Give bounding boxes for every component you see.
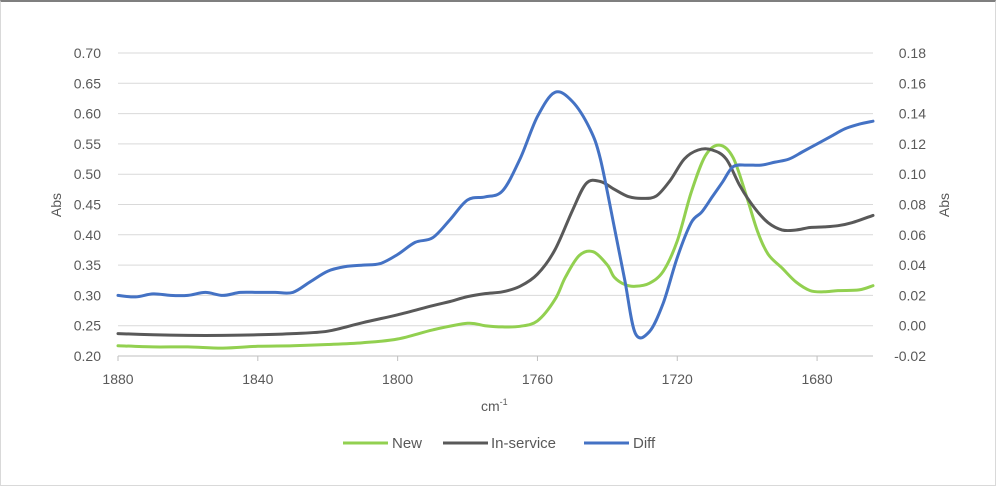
y-left-tick-label: 0.60	[74, 106, 101, 122]
y-left-tick-label: 0.55	[74, 136, 101, 152]
y-left-tick-label: 0.50	[74, 166, 101, 182]
y-left-tick-label: 0.25	[74, 318, 101, 334]
x-axis-title-unit: cm	[481, 398, 500, 414]
x-tick-label: 1720	[662, 371, 693, 387]
series-line-diff	[116, 90, 875, 340]
series-line-new	[116, 143, 875, 350]
x-tick-label: 1800	[382, 371, 413, 387]
y-right-tick-label: 0.00	[899, 318, 926, 334]
y-right-tick-label: 0.14	[899, 106, 926, 122]
y-left-tick-label: 0.35	[74, 257, 101, 273]
series-lines	[116, 90, 875, 350]
legend-item-diff: Diff	[584, 435, 656, 452]
x-axis-ticks: 1880 1840 1800 1760 1720 1680	[102, 356, 833, 387]
x-axis-title-sup: -1	[500, 397, 508, 407]
y-left-tick-label: 0.30	[74, 287, 101, 303]
y-left-tick-label: 0.40	[74, 227, 101, 243]
legend-label-new: New	[392, 435, 422, 452]
y-axis-left-title: Abs	[48, 193, 64, 217]
legend-label-diff: Diff	[633, 435, 656, 452]
x-tick-label: 1760	[522, 371, 553, 387]
y-right-tick-label: 0.12	[899, 136, 926, 152]
y-right-tick-label: 0.18	[899, 45, 926, 61]
legend-label-in-service: In-service	[491, 435, 556, 452]
x-tick-label: 1680	[801, 371, 832, 387]
x-tick-label: 1840	[242, 371, 273, 387]
gridlines	[118, 52, 873, 327]
legend: New In-service Diff	[343, 435, 656, 452]
right-y-axis-ticks: -0.02 0.00 0.02 0.04 0.06 0.08 0.10 0.12 0.14 0.1…	[894, 45, 926, 364]
left-y-axis-ticks: 0.20 0.25 0.30 0.35 0.40 0.45 0.50 0.55 0.60 0.65…	[74, 45, 101, 364]
y-right-tick-label: 0.02	[899, 287, 926, 303]
y-left-tick-label: 0.70	[74, 45, 101, 61]
y-axis-right-title: Abs	[936, 193, 952, 217]
y-right-tick-label: 0.04	[899, 257, 926, 273]
y-left-tick-label: 0.45	[74, 197, 101, 213]
series-line-in-service	[116, 147, 875, 337]
legend-item-new: New	[343, 435, 422, 452]
y-right-tick-label: 0.08	[899, 197, 926, 213]
y-left-tick-label: 0.20	[74, 348, 101, 364]
y-right-tick-label: 0.10	[899, 166, 926, 182]
y-right-tick-label: -0.02	[894, 348, 926, 364]
y-right-tick-label: 0.06	[899, 227, 926, 243]
x-tick-label: 1880	[102, 371, 133, 387]
x-axis-title: cm-1	[481, 397, 508, 414]
legend-item-in-service: In-service	[443, 435, 556, 452]
y-right-tick-label: 0.16	[899, 75, 926, 91]
y-left-tick-label: 0.65	[74, 75, 101, 91]
